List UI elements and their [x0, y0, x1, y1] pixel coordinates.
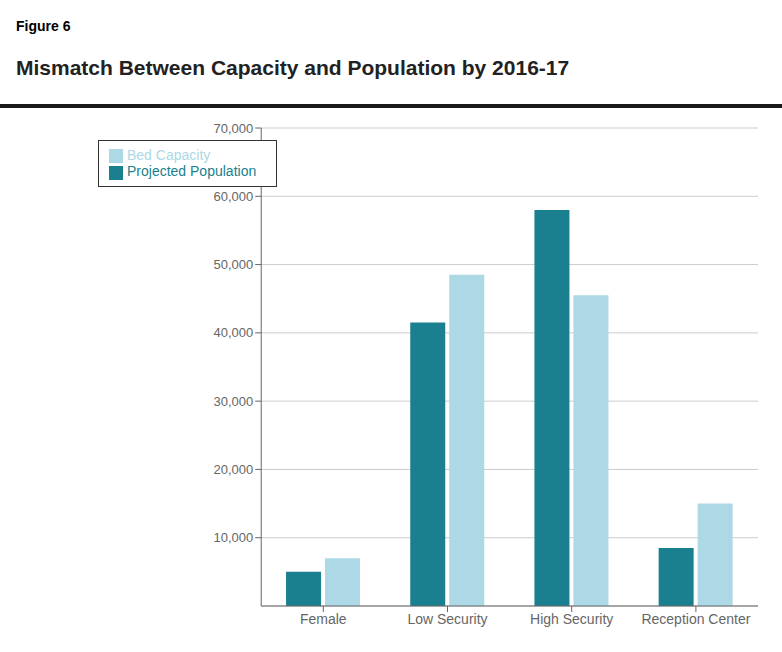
svg-text:Female: Female: [300, 611, 347, 627]
svg-text:10,000: 10,000: [213, 530, 253, 545]
svg-text:50,000: 50,000: [213, 257, 253, 272]
svg-text:High Security: High Security: [530, 611, 613, 627]
svg-text:Low Security: Low Security: [407, 611, 487, 627]
svg-text:Reception Center: Reception Center: [641, 611, 750, 627]
svg-text:60,000: 60,000: [213, 189, 253, 204]
html-text:Bed Capacity: Bed Capacity: [127, 147, 211, 163]
svg-text:70,000: 70,000: [213, 121, 253, 136]
html-text:Projected Population: Projected Population: [127, 163, 257, 180]
html-text:Figure 6: Figure 6: [16, 18, 71, 34]
html-text:Mismatch Between Capacity and: Mismatch Between Capacity and Population…: [16, 56, 570, 79]
svg-text:20,000: 20,000: [213, 462, 253, 477]
svg-text:40,000: 40,000: [213, 325, 253, 340]
svg-text:30,000: 30,000: [213, 394, 253, 409]
